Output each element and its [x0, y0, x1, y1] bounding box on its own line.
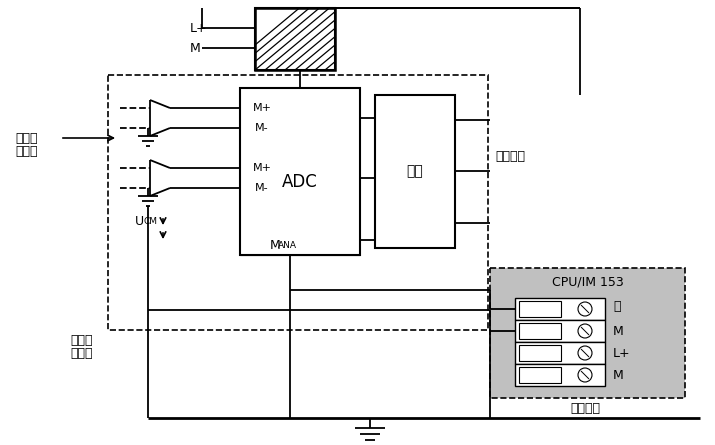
Text: M+: M+: [252, 103, 272, 113]
Text: ⏚: ⏚: [613, 299, 621, 312]
Bar: [108, 75, 488, 330]
Text: M: M: [270, 239, 281, 251]
Bar: [490, 268, 685, 398]
Text: 背板总线: 背板总线: [495, 150, 525, 163]
Bar: [515, 364, 605, 386]
Text: U: U: [135, 214, 144, 227]
Text: M: M: [613, 324, 623, 337]
Text: CPU/IM 153: CPU/IM 153: [552, 275, 623, 288]
Text: M: M: [613, 368, 623, 381]
Text: 等电位: 等电位: [70, 333, 92, 347]
Bar: [519, 323, 561, 339]
Text: M: M: [190, 41, 201, 54]
Text: M+: M+: [252, 163, 272, 173]
Text: L+: L+: [190, 21, 207, 35]
Text: 逻辑: 逻辑: [407, 165, 423, 178]
Text: 接地干线: 接地干线: [570, 401, 600, 414]
Bar: [255, 8, 335, 70]
Bar: [375, 95, 455, 248]
Text: ADC: ADC: [282, 173, 318, 190]
Bar: [515, 298, 605, 320]
Bar: [519, 301, 561, 317]
Text: ANA: ANA: [278, 240, 297, 250]
Bar: [515, 342, 605, 364]
Bar: [519, 367, 561, 383]
Bar: [255, 8, 335, 70]
Text: M-: M-: [255, 183, 269, 193]
Text: 连接线: 连接线: [70, 347, 92, 360]
Bar: [515, 320, 605, 342]
Bar: [519, 345, 561, 361]
Text: CM: CM: [143, 217, 157, 226]
Text: 非隔离: 非隔离: [15, 132, 37, 145]
Bar: [240, 88, 360, 255]
Text: L+: L+: [613, 347, 631, 360]
Text: 传感器: 传感器: [15, 145, 37, 158]
Text: M-: M-: [255, 123, 269, 133]
